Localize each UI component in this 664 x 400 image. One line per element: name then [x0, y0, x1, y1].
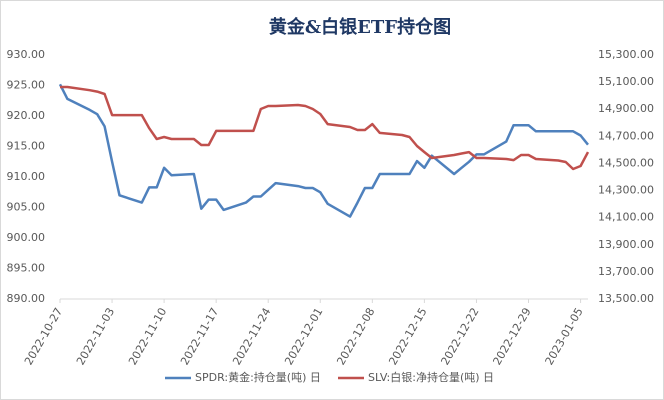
y2-tick-label: 13,700.00 — [598, 265, 654, 278]
y-tick-label: 910.00 — [7, 170, 46, 183]
series-line — [60, 85, 590, 171]
y2-tick-label: 14,300.00 — [598, 184, 654, 197]
y-tick-label: 930.00 — [7, 48, 46, 61]
y-tick-label: 925.00 — [7, 79, 46, 92]
y-tick-label: 905.00 — [7, 201, 46, 214]
y2-tick-label: 15,100.00 — [598, 75, 654, 88]
legend-label: SPDR:黄金:持仓量(吨) 日 — [195, 370, 321, 384]
y2-tick-label: 14,900.00 — [598, 102, 654, 115]
y2-tick-label: 14,500.00 — [598, 156, 654, 169]
y2-tick-label: 13,900.00 — [598, 238, 654, 251]
series-line — [58, 83, 589, 218]
y2-tick-label: 15,300.00 — [598, 48, 654, 61]
y-tick-label: 895.00 — [7, 262, 46, 275]
y2-tick-label: 14,100.00 — [598, 211, 654, 224]
y2-tick-label: 14,700.00 — [598, 129, 654, 142]
y-tick-label: 890.00 — [7, 292, 46, 305]
y-tick-label: 920.00 — [7, 109, 46, 122]
chart-title: 黄金&白银ETF持仓图 — [269, 16, 451, 38]
legend-label: SLV:白银:净持仓量(吨) 日 — [368, 370, 494, 384]
y2-tick-label: 13,500.00 — [598, 292, 654, 305]
y-tick-label: 915.00 — [7, 140, 46, 153]
y-tick-label: 900.00 — [7, 231, 46, 244]
